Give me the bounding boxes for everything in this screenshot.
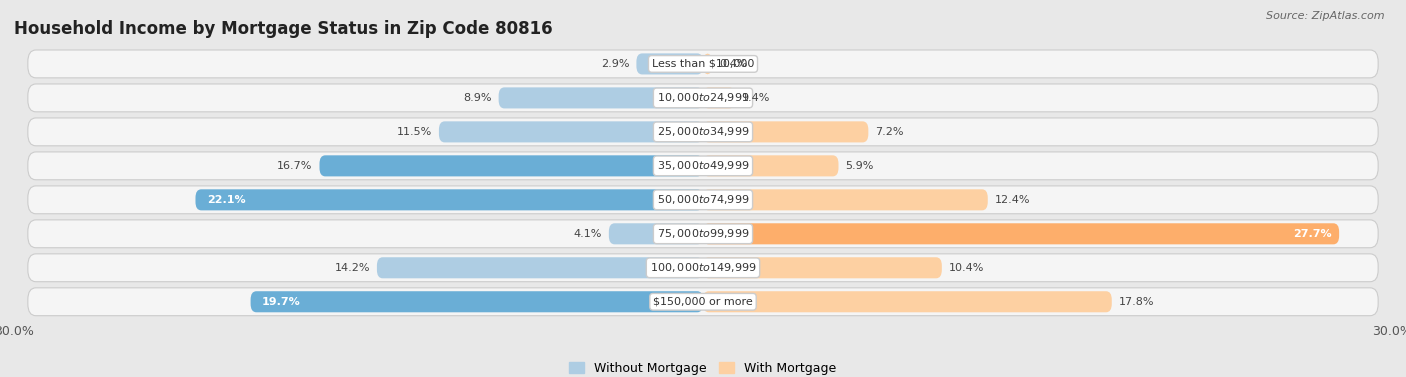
FancyBboxPatch shape [703,121,869,143]
FancyBboxPatch shape [703,155,838,176]
FancyBboxPatch shape [377,257,703,278]
FancyBboxPatch shape [703,87,735,109]
FancyBboxPatch shape [319,155,703,176]
FancyBboxPatch shape [195,189,703,210]
FancyBboxPatch shape [703,257,942,278]
Text: 11.5%: 11.5% [396,127,432,137]
FancyBboxPatch shape [439,121,703,143]
Text: $10,000 to $24,999: $10,000 to $24,999 [657,91,749,104]
Text: 17.8%: 17.8% [1119,297,1154,307]
FancyBboxPatch shape [28,84,1378,112]
Text: 22.1%: 22.1% [207,195,246,205]
Text: Household Income by Mortgage Status in Zip Code 80816: Household Income by Mortgage Status in Z… [14,20,553,38]
FancyBboxPatch shape [28,254,1378,282]
Text: Source: ZipAtlas.com: Source: ZipAtlas.com [1267,11,1385,21]
Text: 2.9%: 2.9% [600,59,630,69]
FancyBboxPatch shape [637,54,703,75]
FancyBboxPatch shape [499,87,703,109]
Text: $25,000 to $34,999: $25,000 to $34,999 [657,126,749,138]
FancyBboxPatch shape [703,54,713,75]
FancyBboxPatch shape [703,291,1112,312]
FancyBboxPatch shape [703,189,988,210]
Text: $35,000 to $49,999: $35,000 to $49,999 [657,159,749,172]
FancyBboxPatch shape [703,223,1339,244]
Text: $50,000 to $74,999: $50,000 to $74,999 [657,193,749,206]
Text: 7.2%: 7.2% [875,127,904,137]
Text: $150,000 or more: $150,000 or more [654,297,752,307]
FancyBboxPatch shape [28,186,1378,214]
Legend: Without Mortgage, With Mortgage: Without Mortgage, With Mortgage [569,362,837,375]
FancyBboxPatch shape [28,220,1378,248]
Text: 8.9%: 8.9% [463,93,492,103]
Text: Less than $10,000: Less than $10,000 [652,59,754,69]
Text: 19.7%: 19.7% [262,297,301,307]
Text: 27.7%: 27.7% [1294,229,1333,239]
Text: 5.9%: 5.9% [845,161,873,171]
Text: $75,000 to $99,999: $75,000 to $99,999 [657,227,749,240]
Text: 1.4%: 1.4% [742,93,770,103]
Text: 10.4%: 10.4% [949,263,984,273]
Text: 4.1%: 4.1% [574,229,602,239]
FancyBboxPatch shape [250,291,703,312]
Text: 12.4%: 12.4% [994,195,1031,205]
FancyBboxPatch shape [28,118,1378,146]
FancyBboxPatch shape [28,50,1378,78]
Text: 0.4%: 0.4% [718,59,748,69]
FancyBboxPatch shape [28,288,1378,316]
Text: 14.2%: 14.2% [335,263,370,273]
Text: 16.7%: 16.7% [277,161,312,171]
FancyBboxPatch shape [609,223,703,244]
Text: $100,000 to $149,999: $100,000 to $149,999 [650,261,756,274]
FancyBboxPatch shape [28,152,1378,180]
